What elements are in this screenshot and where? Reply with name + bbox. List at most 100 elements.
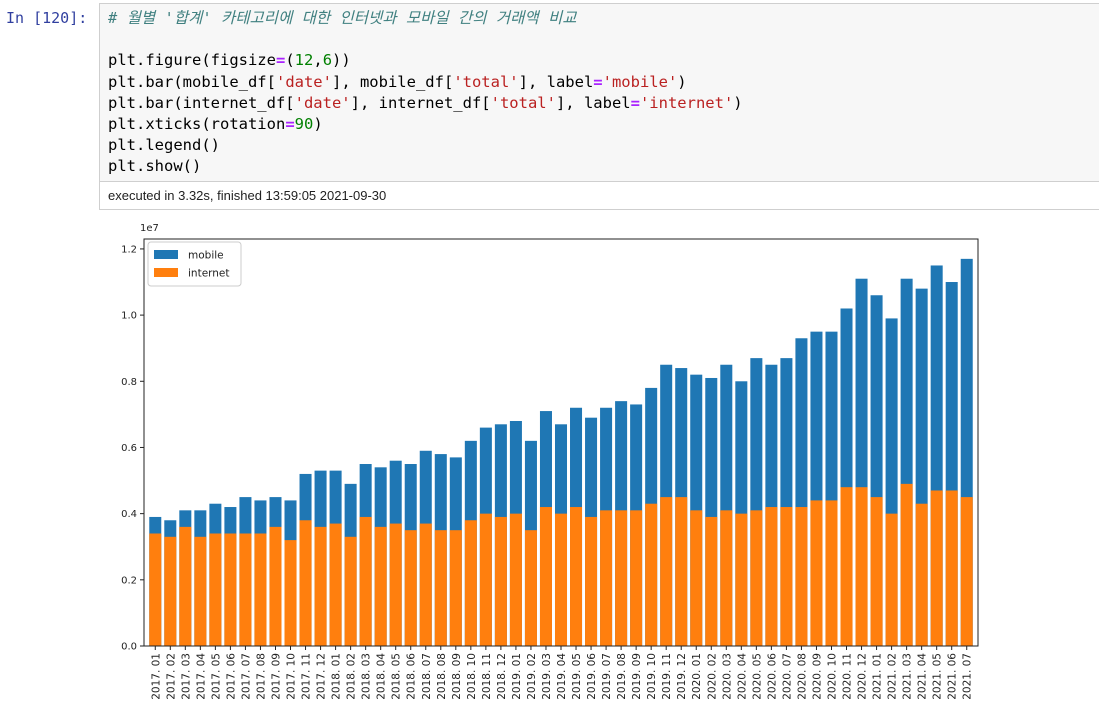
x-tick-label: 2017. 05	[210, 653, 222, 700]
code-token: =	[630, 93, 640, 112]
internet-bar	[179, 526, 192, 646]
code-token: 'mobile'	[602, 72, 678, 91]
code-token: )	[733, 93, 743, 112]
code-editor[interactable]: # 월별 '합계' 카테고리에 대한 인터넷과 모바일 간의 거래액 비교 pl…	[108, 8, 743, 178]
code-token: 'total'	[453, 72, 519, 91]
internet-bar	[404, 530, 417, 646]
x-tick-label: 2020. 04	[736, 653, 748, 700]
x-tick-label: 2018. 03	[361, 653, 373, 700]
internet-bar	[810, 500, 823, 646]
y-tick-label: 0.2	[121, 575, 137, 586]
internet-bar	[374, 526, 387, 646]
code-token: )	[313, 115, 323, 134]
plot-frame	[143, 238, 979, 647]
x-tick-label: 2020. 01	[691, 653, 703, 700]
internet-bar	[509, 513, 522, 646]
x-tick-label: 2020. 09	[811, 653, 823, 700]
code-line: # 월별 '합계' 카테고리에 대한 인터넷과 모바일 간의 거래액 비교	[108, 9, 576, 27]
x-tick-label: 2021. 07	[962, 653, 974, 700]
code-token: ], mobile_df[	[331, 72, 454, 91]
code-line: plt.show()	[108, 157, 201, 175]
code-token: # 월별 '합계' 카테고리에 대한 인터넷과 모바일 간의 거래액 비교	[108, 9, 577, 27]
x-tick-label: 2020. 12	[857, 653, 869, 700]
x-tick-label: 2018. 11	[481, 653, 493, 700]
x-tick-label: 2019. 11	[661, 653, 673, 700]
x-tick-label: 2019. 08	[616, 653, 628, 700]
x-tick-label: 2018. 05	[391, 653, 403, 700]
internet-bar	[434, 530, 447, 646]
code-token: )	[677, 72, 687, 91]
x-tick-label: 2017. 04	[195, 653, 207, 700]
code-token: ,	[313, 51, 323, 70]
internet-bar	[449, 530, 462, 646]
code-token: =	[275, 51, 286, 70]
x-tick-label: 2019. 05	[571, 653, 583, 700]
code-token: 12	[294, 51, 314, 70]
internet-bar	[615, 510, 628, 646]
x-tick-label: 2018. 04	[376, 653, 388, 700]
x-tick-label: 2017. 12	[316, 653, 328, 700]
code-token: =	[285, 115, 295, 134]
legend-swatch-internet	[154, 268, 178, 277]
internet-bar	[765, 507, 778, 646]
internet-bar	[269, 526, 282, 646]
internet-bar	[720, 510, 733, 646]
internet-bar	[194, 536, 207, 646]
y-offset-label: 1e7	[140, 223, 159, 234]
x-tick-label: 2018. 09	[451, 653, 463, 700]
x-tick-label: 2017. 03	[180, 653, 192, 700]
internet-bar	[494, 516, 507, 646]
internet-bar	[284, 540, 297, 646]
internet-bar	[900, 483, 913, 646]
code-line: plt.legend()	[108, 136, 220, 154]
code-line: plt.figure(figsize=(12,6))	[108, 51, 351, 69]
x-tick-label: 2019. 10	[646, 653, 658, 700]
x-tick-label: 2021. 02	[887, 653, 899, 700]
legend-label-internet: internet	[188, 268, 230, 280]
internet-bar	[630, 510, 643, 646]
x-tick-label: 2019. 04	[556, 653, 568, 700]
code-token: plt.bar(internet_df[	[108, 93, 295, 112]
internet-bar	[840, 487, 853, 646]
execution-status-text: executed in 3.32s, finished 13:59:05 202…	[108, 188, 387, 203]
cell-prompt: In [120]:	[6, 9, 88, 27]
internet-bar	[479, 513, 492, 646]
x-tick-label: 2018. 06	[406, 653, 418, 700]
internet-bar	[780, 507, 793, 646]
internet-bar	[464, 520, 477, 646]
internet-bar	[164, 536, 177, 646]
code-line: plt.xticks(rotation=90)	[108, 115, 323, 133]
y-tick-label: 0.8	[121, 377, 137, 388]
x-tick-label: 2018. 01	[331, 653, 343, 700]
internet-bar	[705, 516, 718, 646]
internet-bar	[660, 497, 673, 646]
internet-bar	[675, 497, 688, 646]
x-tick-label: 2018. 07	[421, 653, 433, 700]
internet-bar	[795, 507, 808, 646]
x-tick-label: 2017. 10	[286, 653, 298, 700]
code-line: plt.bar(internet_df['date'], internet_df…	[108, 94, 743, 112]
legend-label-mobile: mobile	[188, 250, 224, 262]
x-tick-label: 2020. 10	[826, 653, 838, 700]
x-tick-label: 2020. 06	[766, 653, 778, 700]
internet-bar	[344, 536, 357, 646]
code-line: plt.bar(mobile_df['date'], mobile_df['to…	[108, 73, 687, 91]
code-cell-input[interactable]: # 월별 '합계' 카테고리에 대한 인터넷과 모바일 간의 거래액 비교 pl…	[99, 3, 1099, 182]
internet-bar	[930, 490, 943, 646]
y-tick-label: 0.0	[121, 642, 137, 653]
internet-bar	[254, 533, 267, 646]
internet-bar	[389, 523, 402, 646]
code-token: plt.show()	[108, 157, 202, 176]
internet-bar	[600, 510, 613, 646]
x-tick-label: 2019. 02	[526, 653, 538, 700]
internet-bar	[314, 526, 327, 646]
x-tick-label: 2018. 08	[436, 653, 448, 700]
x-tick-label: 2021. 05	[932, 653, 944, 700]
internet-bar	[524, 530, 537, 646]
x-tick-label: 2021. 06	[947, 653, 959, 700]
y-tick-label: 0.4	[121, 509, 137, 520]
x-tick-label: 2021. 01	[872, 653, 884, 700]
x-tick-label: 2018. 10	[466, 653, 478, 700]
code-token: plt.xticks(rotation	[108, 115, 286, 134]
